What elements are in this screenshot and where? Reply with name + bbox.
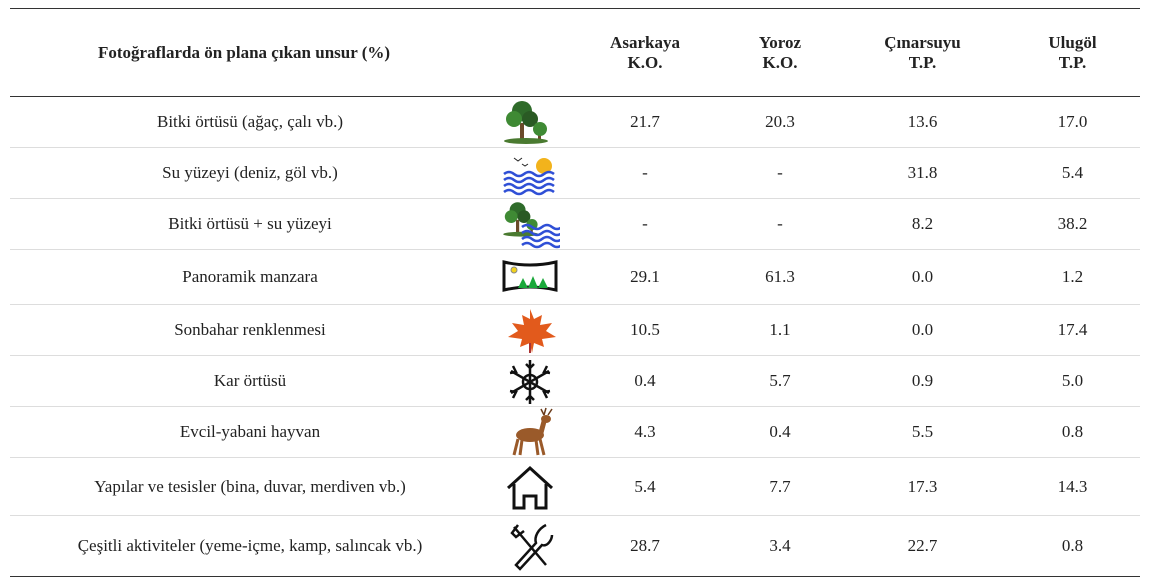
cell-value: 20.3 xyxy=(720,97,840,148)
cell-value: 5.7 xyxy=(720,356,840,407)
column-name: Yoroz xyxy=(724,33,836,53)
cell-value: 28.7 xyxy=(570,516,720,577)
cell-value: - xyxy=(570,199,720,250)
cell-value: 0.4 xyxy=(570,356,720,407)
icon xyxy=(500,148,560,198)
column-type: T.P. xyxy=(844,53,1001,73)
cell-value: 0.0 xyxy=(840,250,1005,305)
cell-value: 1.2 xyxy=(1005,250,1140,305)
data-table: Fotoğraflarda ön plana çıkan unsur (%) A… xyxy=(10,8,1140,577)
column-type: T.P. xyxy=(1009,53,1136,73)
cell-value: 4.3 xyxy=(570,407,720,458)
cell-value: 5.5 xyxy=(840,407,1005,458)
cell-value: 17.3 xyxy=(840,458,1005,516)
cell-value: 31.8 xyxy=(840,148,1005,199)
column-type: K.O. xyxy=(724,53,836,73)
icon xyxy=(500,252,560,302)
cell-value: 1.1 xyxy=(720,305,840,356)
column-name: Çınarsuyu xyxy=(844,33,1001,53)
cell-value: 0.0 xyxy=(840,305,1005,356)
row-label: Sonbahar renklenmesi xyxy=(10,305,490,356)
column-name: Asarkaya xyxy=(574,33,716,53)
row-icon xyxy=(490,458,570,516)
cell-value: - xyxy=(720,199,840,250)
cell-value: 38.2 xyxy=(1005,199,1140,250)
header-row: Fotoğraflarda ön plana çıkan unsur (%) A… xyxy=(10,9,1140,97)
cell-value: 13.6 xyxy=(840,97,1005,148)
row-label: Bitki örtüsü + su yüzeyi xyxy=(10,199,490,250)
table-row: Yapılar ve tesisler (bina, duvar, merdiv… xyxy=(10,458,1140,516)
row-icon xyxy=(490,148,570,199)
cell-value: 0.8 xyxy=(1005,516,1140,577)
icon xyxy=(500,305,560,355)
cell-value: 17.0 xyxy=(1005,97,1140,148)
table-row: Çeşitli aktiviteler (yeme-içme, kamp, sa… xyxy=(10,516,1140,577)
icon xyxy=(500,356,560,406)
cell-value: 17.4 xyxy=(1005,305,1140,356)
row-icon xyxy=(490,516,570,577)
row-label: Kar örtüsü xyxy=(10,356,490,407)
row-label: Su yüzeyi (deniz, göl vb.) xyxy=(10,148,490,199)
icon xyxy=(500,462,560,512)
cell-value: 5.4 xyxy=(570,458,720,516)
cell-value: 8.2 xyxy=(840,199,1005,250)
cell-value: 3.4 xyxy=(720,516,840,577)
page: {"table": { "header": {"title": "Fotoğra… xyxy=(0,0,1150,569)
row-icon xyxy=(490,305,570,356)
cell-value: 22.7 xyxy=(840,516,1005,577)
row-label: Çeşitli aktiviteler (yeme-içme, kamp, sa… xyxy=(10,516,490,577)
row-label: Evcil-yabani hayvan xyxy=(10,407,490,458)
cell-value: 5.4 xyxy=(1005,148,1140,199)
row-icon xyxy=(490,97,570,148)
icon xyxy=(500,199,560,249)
cell-value: 0.9 xyxy=(840,356,1005,407)
cell-value: 10.5 xyxy=(570,305,720,356)
row-icon xyxy=(490,250,570,305)
row-label: Bitki örtüsü (ağaç, çalı vb.) xyxy=(10,97,490,148)
cell-value: 29.1 xyxy=(570,250,720,305)
row-icon xyxy=(490,356,570,407)
icon xyxy=(500,97,560,147)
header-title: Fotoğraflarda ön plana çıkan unsur (%) xyxy=(10,9,570,97)
cell-value: 0.8 xyxy=(1005,407,1140,458)
row-icon xyxy=(490,407,570,458)
cell-value: 5.0 xyxy=(1005,356,1140,407)
cell-value: 7.7 xyxy=(720,458,840,516)
row-icon xyxy=(490,199,570,250)
column-type: K.O. xyxy=(574,53,716,73)
cell-value: 14.3 xyxy=(1005,458,1140,516)
cell-value: - xyxy=(570,148,720,199)
cell-value: 21.7 xyxy=(570,97,720,148)
row-label: Yapılar ve tesisler (bina, duvar, merdiv… xyxy=(10,458,490,516)
row-label: Panoramik manzara xyxy=(10,250,490,305)
icon xyxy=(500,407,560,457)
column-name: Ulugöl xyxy=(1009,33,1136,53)
cell-value: 61.3 xyxy=(720,250,840,305)
icon xyxy=(500,521,560,571)
cell-value: - xyxy=(720,148,840,199)
cell-value: 0.4 xyxy=(720,407,840,458)
